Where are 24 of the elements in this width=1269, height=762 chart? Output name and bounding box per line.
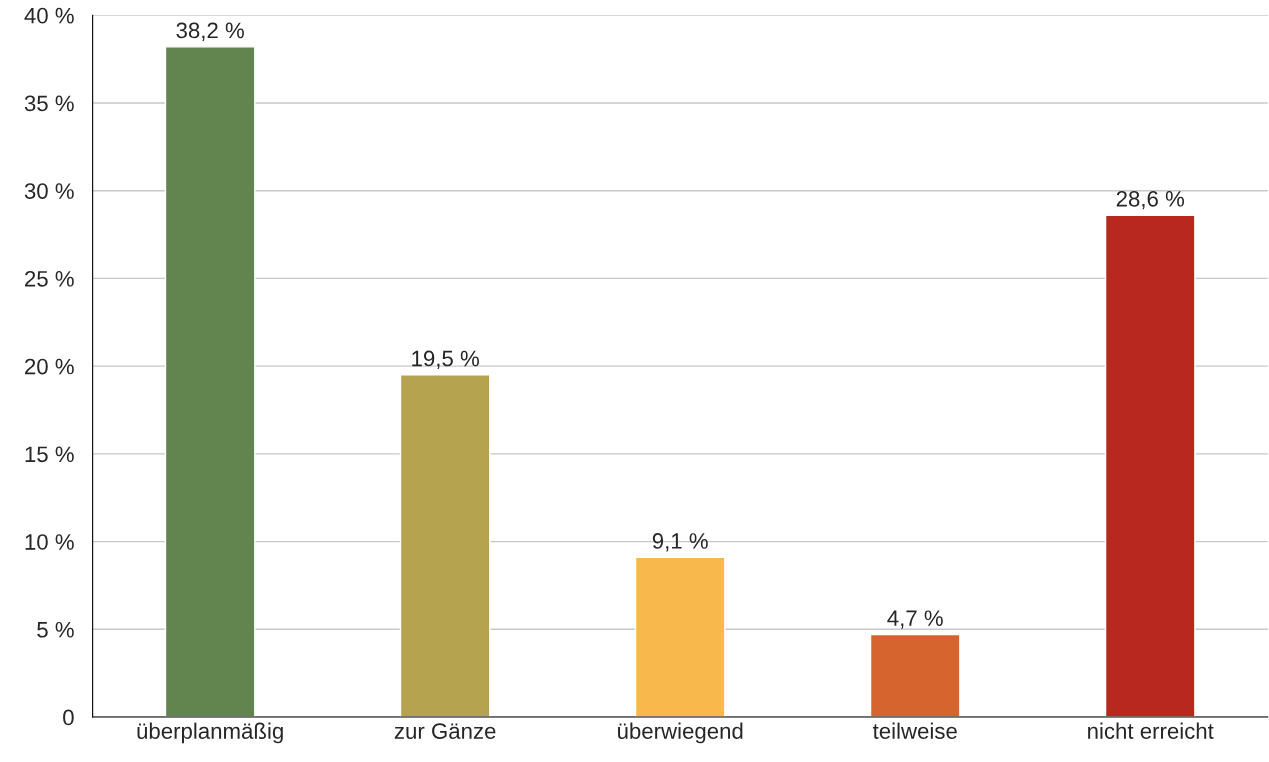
bar (164, 46, 256, 718)
data-label: 19,5 % (412, 350, 479, 369)
data-label: 4,7 % (887, 610, 943, 629)
x-tick-label: zur Gänze (394, 723, 496, 739)
y-tick-label: 0 (63, 709, 74, 726)
data-label: 28,6 % (1116, 190, 1185, 210)
y-tick-label: 15 % (25, 446, 74, 463)
bar (399, 374, 491, 718)
y-tick-label: 5 % (37, 621, 74, 638)
y-tick-label: 10 % (25, 534, 74, 550)
data-label: 9,1 % (652, 533, 708, 552)
x-tick-label: nicht erreicht (1088, 722, 1214, 739)
x-tick-label: überwiegend (618, 722, 743, 744)
y-tick-label: 35 % (24, 95, 74, 112)
bar (869, 633, 961, 718)
y-tick-label: 30 % (24, 183, 74, 199)
x-tick-label: teilweise (872, 722, 957, 739)
bar (634, 556, 726, 718)
data-label: 38,2 % (176, 22, 244, 41)
x-tick-label: überplanmäßig (137, 722, 283, 744)
y-tick-label: 40 % (24, 7, 74, 24)
bar (1104, 214, 1196, 718)
y-tick-label: 25 % (25, 270, 74, 287)
y-tick-label: 20 % (25, 358, 74, 375)
